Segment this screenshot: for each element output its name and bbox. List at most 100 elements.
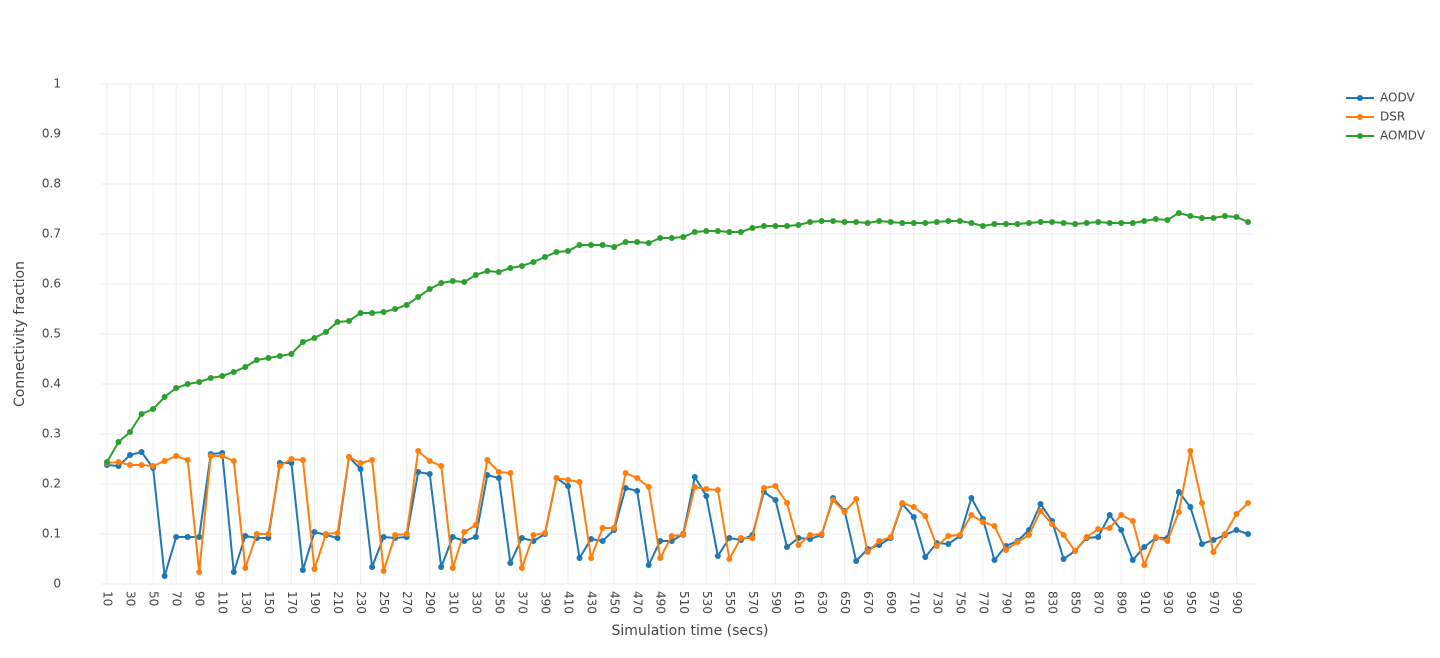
point [1221, 531, 1228, 537]
point [242, 565, 249, 571]
point [968, 220, 975, 226]
point [219, 453, 226, 459]
point [415, 448, 422, 454]
point [369, 564, 376, 570]
point [922, 554, 929, 560]
point [726, 535, 733, 541]
x-tick-label: 610 [792, 591, 806, 614]
point [380, 568, 387, 574]
point [127, 429, 134, 435]
point [1210, 549, 1217, 555]
point [783, 223, 790, 229]
point [830, 497, 837, 503]
point [299, 339, 306, 345]
point [438, 280, 445, 286]
point [530, 259, 537, 265]
point [1106, 512, 1113, 518]
point [795, 222, 802, 228]
point [922, 220, 929, 226]
x-tick-label: 50 [147, 591, 161, 606]
point [380, 534, 387, 540]
point [1072, 548, 1079, 554]
point [230, 569, 237, 575]
series-line [106, 449, 1249, 573]
x-tick-label: 130 [239, 591, 253, 614]
point [588, 555, 595, 561]
point [219, 373, 226, 379]
point [1221, 213, 1228, 219]
point [599, 538, 606, 544]
point [991, 557, 998, 563]
point [1118, 512, 1125, 518]
legend-label: AODV [1380, 91, 1415, 105]
x-tick-label: 150 [262, 591, 276, 614]
point [507, 560, 514, 566]
point [1245, 531, 1252, 537]
point [691, 474, 698, 480]
x-tick-label: 930 [1161, 591, 1175, 614]
point [887, 219, 894, 225]
point [876, 538, 883, 544]
point [565, 483, 572, 489]
point [933, 219, 940, 225]
point [991, 523, 998, 529]
point [150, 463, 157, 469]
point [783, 544, 790, 550]
y-tick-label: 0 [53, 577, 61, 591]
point [1187, 504, 1194, 510]
point [622, 485, 629, 491]
point [634, 475, 641, 481]
x-tick-label: 650 [838, 591, 852, 614]
point [161, 458, 168, 464]
point [299, 567, 306, 573]
point [1072, 221, 1079, 227]
point [403, 302, 410, 308]
point [737, 535, 744, 541]
y-tick-label: 0.2 [42, 477, 61, 491]
x-tick-label: 630 [815, 591, 829, 614]
point [645, 240, 652, 246]
point [173, 534, 180, 540]
x-tick-label: 670 [861, 591, 875, 614]
point [853, 219, 860, 225]
point [668, 235, 675, 241]
x-tick-label: 830 [1046, 591, 1060, 614]
point [438, 463, 445, 469]
point [1198, 541, 1205, 547]
point [484, 457, 491, 463]
legend-marker [1357, 133, 1363, 139]
point [634, 488, 641, 494]
series-line [106, 450, 1249, 577]
point [553, 249, 560, 255]
point [449, 565, 456, 571]
point [311, 529, 318, 535]
point [161, 394, 168, 400]
point [138, 411, 145, 417]
x-tick-label: 710 [907, 591, 921, 614]
x-tick-label: 350 [492, 591, 506, 614]
x-tick-label: 370 [515, 591, 529, 614]
point [150, 406, 157, 412]
point [103, 459, 110, 465]
x-tick-label: 290 [423, 591, 437, 614]
point [311, 335, 318, 341]
point [853, 558, 860, 564]
point [507, 265, 514, 271]
point [346, 318, 353, 324]
point [714, 487, 721, 493]
point [426, 286, 433, 292]
point [1233, 527, 1240, 533]
point [956, 218, 963, 224]
point [415, 469, 422, 475]
point [1233, 511, 1240, 517]
y-tick-label: 0.7 [42, 227, 61, 241]
point [1037, 508, 1044, 514]
x-tick-label: 10 [100, 591, 114, 606]
point [530, 532, 537, 538]
x-tick-label: 490 [654, 591, 668, 614]
x-tick-label: 510 [677, 591, 691, 614]
point [945, 541, 952, 547]
x-tick-label: 810 [1023, 591, 1037, 614]
point [588, 242, 595, 248]
point [1060, 532, 1067, 538]
